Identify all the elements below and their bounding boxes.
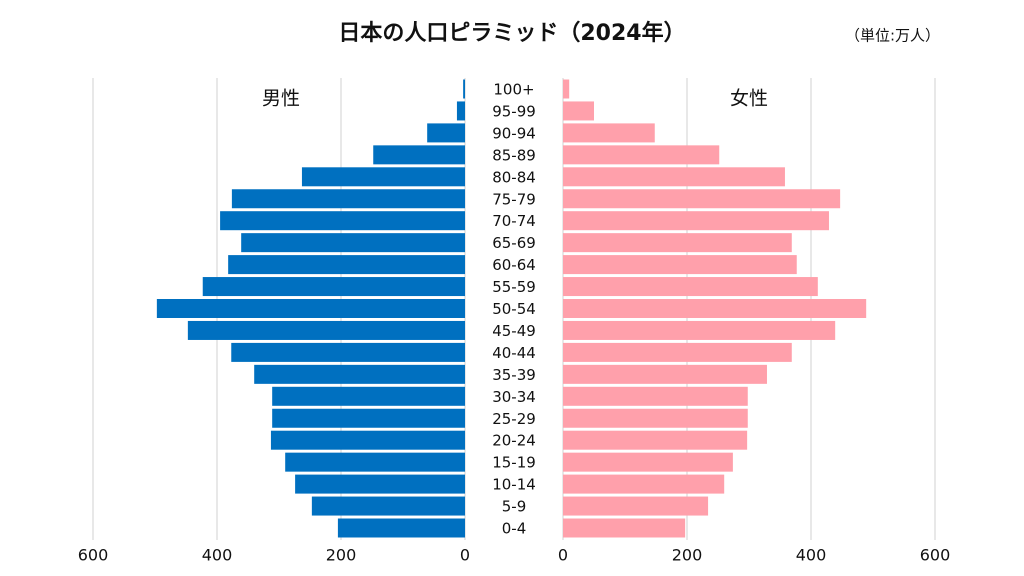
bar (463, 79, 465, 99)
category-label: 60-64 (492, 256, 536, 274)
category-label: 40-44 (492, 344, 536, 362)
bar (563, 496, 709, 516)
bar (563, 320, 836, 340)
x-tick-label: 200 (672, 546, 703, 565)
category-label: 90-94 (492, 124, 536, 142)
unit-label: （単位:万人） (845, 27, 940, 45)
category-label: 25-29 (492, 410, 536, 428)
bar (202, 277, 466, 297)
bar (156, 299, 466, 318)
category-label: 30-34 (492, 388, 536, 406)
bar (272, 408, 465, 428)
bar (563, 386, 748, 406)
category-label: 80-84 (492, 168, 536, 186)
bar (373, 145, 465, 165)
category-label: 10-14 (492, 476, 536, 494)
category-label: 0-4 (502, 520, 527, 538)
bar (563, 364, 767, 384)
bar (563, 277, 818, 297)
category-label: 75-79 (492, 190, 536, 208)
bar (563, 474, 725, 494)
bar (563, 342, 792, 362)
legend-label: 女性 (730, 88, 768, 110)
bar (254, 364, 465, 384)
category-label: 20-24 (492, 432, 536, 450)
bar (272, 386, 465, 406)
bar (456, 101, 465, 121)
bar (563, 79, 570, 99)
bar (563, 430, 748, 450)
category-label: 100+ (493, 81, 534, 99)
bar (563, 211, 829, 231)
bar (563, 167, 785, 187)
legend-label: 男性 (262, 88, 300, 110)
x-tick-label: 0 (460, 546, 470, 565)
bar (563, 255, 797, 275)
x-tick-label: 400 (796, 546, 827, 565)
bar (427, 123, 465, 143)
x-tick-label: 600 (78, 546, 109, 565)
bar (563, 123, 655, 143)
bar (228, 255, 465, 275)
bar (220, 211, 465, 231)
bar (563, 299, 867, 318)
category-label: 85-89 (492, 146, 536, 164)
category-label: 65-69 (492, 234, 536, 252)
x-tick-label: 0 (558, 546, 568, 565)
bar (311, 496, 465, 516)
bar (563, 101, 594, 121)
bar (563, 233, 792, 253)
bar (241, 233, 465, 253)
bar (231, 342, 465, 362)
bar (285, 452, 465, 472)
chart-title: 日本の人口ピラミッド（2024年） (338, 20, 685, 46)
bar (563, 189, 841, 209)
bar (231, 189, 465, 209)
bar (563, 145, 720, 165)
category-label: 55-59 (492, 278, 536, 296)
category-label: 45-49 (492, 322, 536, 340)
x-tick-label: 400 (202, 546, 233, 565)
bar (563, 452, 733, 472)
bar (270, 430, 465, 450)
bar (295, 474, 465, 494)
bar (187, 320, 466, 340)
bar (301, 167, 465, 187)
category-label: 50-54 (492, 300, 536, 318)
bar (563, 518, 686, 538)
x-tick-label: 200 (326, 546, 357, 565)
category-label: 5-9 (502, 498, 527, 516)
bar (337, 518, 465, 538)
bar (563, 408, 748, 428)
category-label: 95-99 (492, 102, 536, 120)
category-label: 35-39 (492, 366, 536, 384)
category-label: 70-74 (492, 212, 536, 230)
x-tick-label: 600 (920, 546, 951, 565)
category-label: 15-19 (492, 454, 536, 472)
